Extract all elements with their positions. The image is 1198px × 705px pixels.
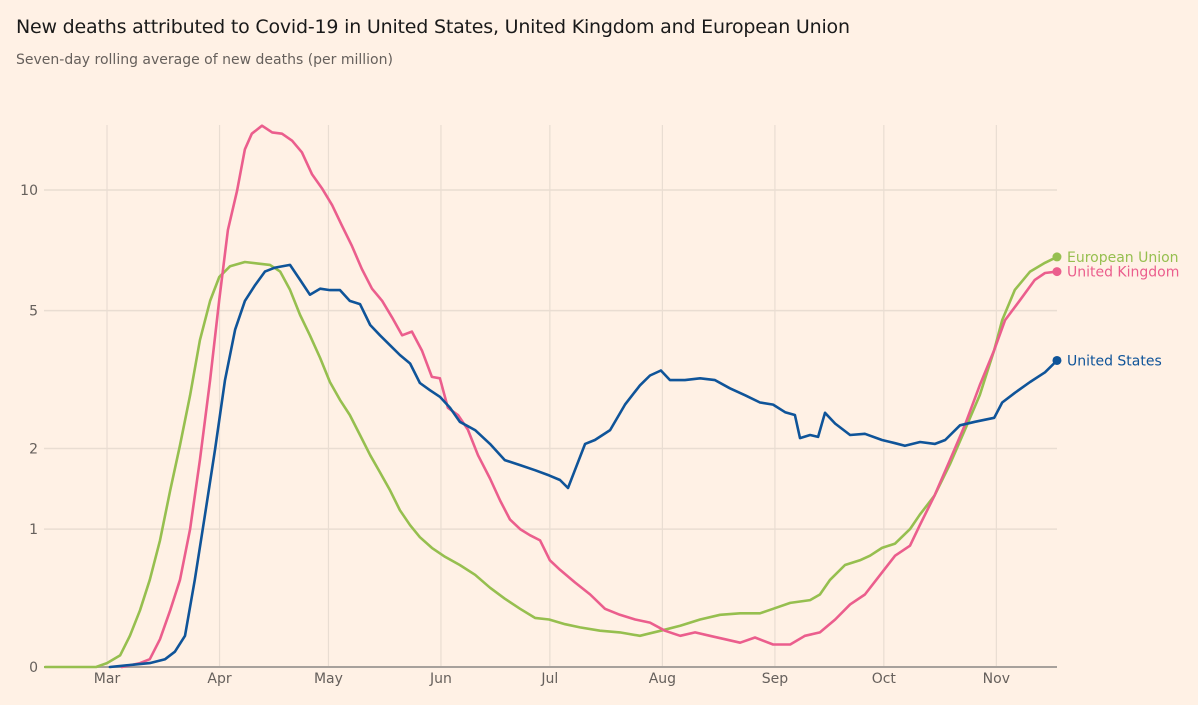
x-tick-label: Jun	[429, 671, 452, 687]
legend-label: European Union	[1067, 250, 1179, 266]
y-axis-labels: 0 1 2 5 10	[20, 183, 38, 676]
series-end-marker	[1052, 252, 1062, 262]
y-gridlines	[44, 189, 1057, 530]
chart-title: New deaths attributed to Covid-19 in Uni…	[16, 16, 850, 38]
legend-label: United States	[1067, 353, 1162, 369]
chart-subtitle: Seven-day rolling average of new deaths …	[16, 52, 393, 68]
y-tick-label: 0	[29, 660, 38, 676]
series-end-marker	[1052, 267, 1062, 277]
series-line-european-union	[43, 255, 1059, 669]
x-tick-label: Jul	[540, 671, 558, 687]
x-tick-label: Nov	[983, 671, 1010, 687]
series-line-united-states	[108, 263, 1059, 669]
x-tick-label: May	[314, 671, 343, 687]
series-end-marker	[1052, 355, 1062, 365]
y-tick-label: 1	[29, 522, 38, 538]
series-lines	[43, 124, 1059, 669]
x-axis-labels: Mar Apr May Jun Jul Aug Sep Oct Nov	[94, 671, 1010, 687]
series-line-united-kingdom	[120, 124, 1059, 669]
y-tick-label: 2	[29, 441, 38, 457]
x-tick-label: Sep	[762, 671, 789, 687]
x-gridlines	[106, 125, 997, 667]
x-tick-label: Oct	[872, 671, 897, 687]
y-tick-label: 10	[20, 183, 38, 199]
x-tick-label: Apr	[207, 671, 231, 687]
x-tick-label: Mar	[94, 671, 121, 687]
x-tick-label: Aug	[649, 671, 676, 687]
legend-label: United Kingdom	[1067, 265, 1179, 281]
y-tick-label: 5	[29, 304, 38, 320]
